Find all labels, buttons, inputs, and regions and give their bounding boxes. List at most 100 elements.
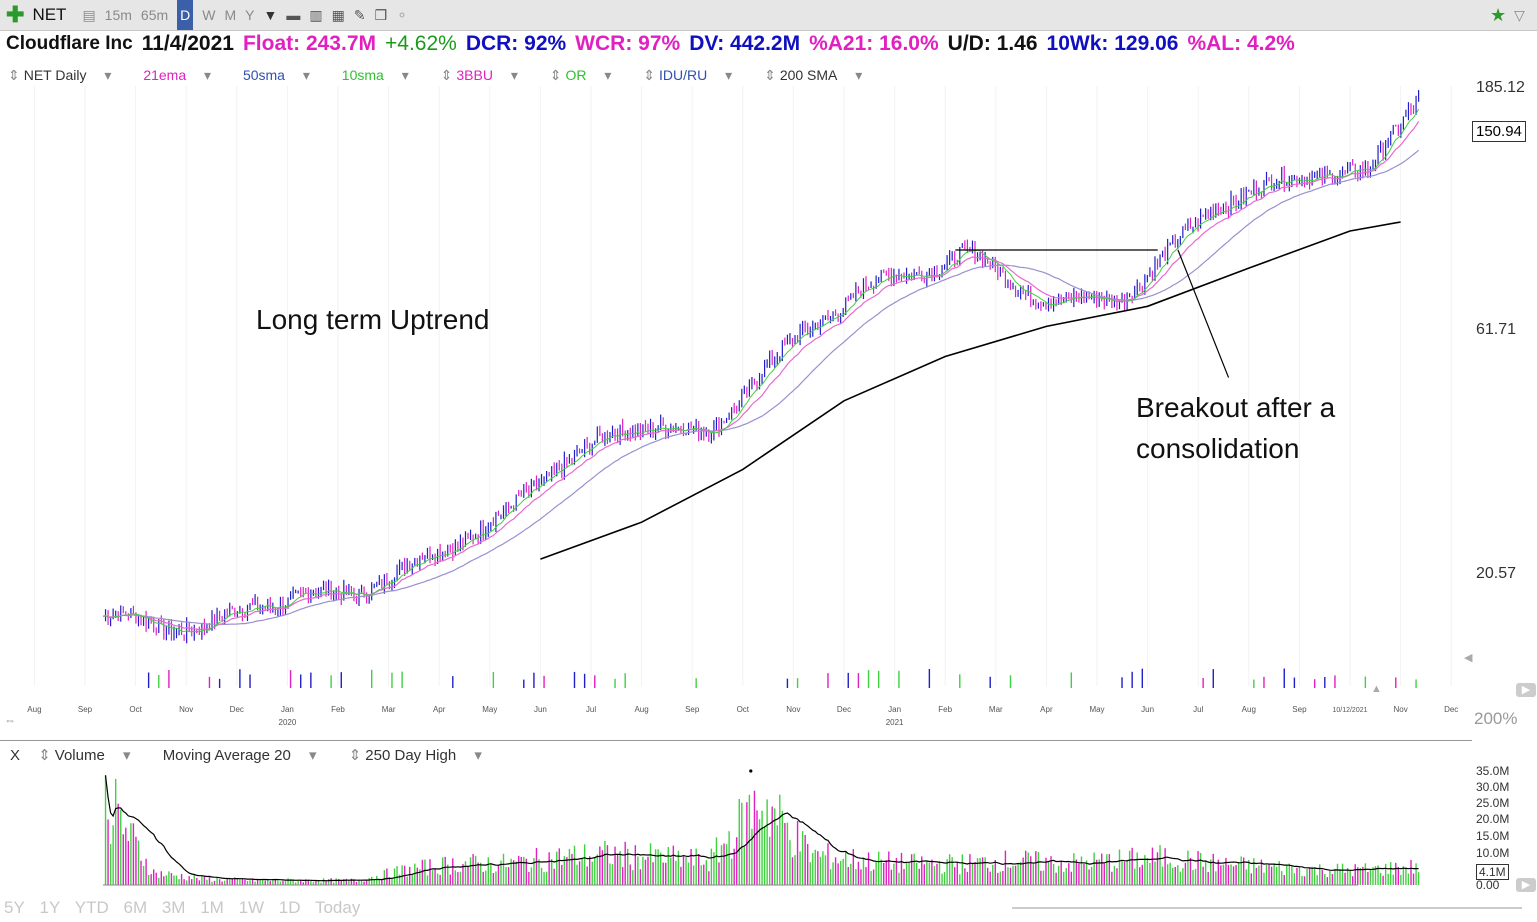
x-tick-label: Sep bbox=[78, 705, 93, 714]
notes-icon[interactable]: ❒ bbox=[374, 7, 388, 23]
interval-daily[interactable]: D bbox=[177, 0, 194, 30]
x-tick-label: Aug bbox=[634, 705, 648, 714]
dropdown-icon[interactable]: ▼ bbox=[263, 7, 278, 23]
x-tick-label: Jan bbox=[888, 705, 901, 714]
volume-chart[interactable] bbox=[0, 745, 1472, 895]
company-name: Cloudflare Inc bbox=[6, 33, 133, 54]
vol-tick-35: 35.0M bbox=[1476, 764, 1510, 778]
range-1m[interactable]: 1M bbox=[200, 898, 224, 917]
x-tick-label: Feb bbox=[331, 705, 345, 714]
vol-last-box: 4.1M bbox=[1476, 864, 1509, 880]
volume-indicator[interactable]: ⇕ Volume ▾ bbox=[38, 747, 131, 764]
ma20-indicator[interactable]: Moving Average 20 ▾ bbox=[162, 747, 317, 764]
price-bars bbox=[104, 90, 1420, 644]
grid-icon[interactable]: ▦ bbox=[331, 7, 345, 23]
chart-type-icon[interactable]: ▬ bbox=[286, 7, 301, 23]
sma50-indicator[interactable]: 50sma ▾ bbox=[242, 67, 310, 83]
star-icon[interactable]: ★ bbox=[1490, 4, 1507, 25]
wcr-value: WCR: 97% bbox=[575, 32, 681, 55]
symbol-label[interactable]: NET bbox=[32, 5, 67, 24]
sma200-indicator[interactable]: ⇕ 200 SMA ▾ bbox=[764, 67, 863, 83]
price-tick-61: 61.71 bbox=[1476, 321, 1517, 338]
x-tick-label: May bbox=[482, 705, 497, 714]
link-icon[interactable]: ⚬ bbox=[396, 7, 408, 23]
ud-value: U/D: 1.46 bbox=[947, 32, 1038, 55]
range-1w[interactable]: 1W bbox=[238, 898, 265, 917]
scroll-up-icon[interactable]: ▲ bbox=[1371, 683, 1382, 695]
al-value: %AL: 4.2% bbox=[1187, 32, 1295, 55]
top-toolbar: ✚ NET ▤ 15m 65m D W M Y ▼ ▬ ▥ ▦ ✎ ❒ ⚬ ★ … bbox=[0, 0, 1537, 31]
price-chart[interactable]: Aug Sep Oct Nov Dec Jan Feb Mar Apr May Jun Jul Aug S… bbox=[0, 86, 1472, 736]
x-tick-label: Dec bbox=[837, 705, 851, 714]
volume-legend: X ⇕ Volume ▾ Moving Average 20 ▾ ⇕ 250 Day… bbox=[10, 746, 510, 764]
range-6m[interactable]: 6M bbox=[123, 898, 148, 917]
wk10-value: 10Wk: 129.06 bbox=[1046, 32, 1179, 55]
idu-indicator[interactable]: ⇕ IDU/RU ▾ bbox=[643, 67, 733, 83]
high250-indicator[interactable]: ⇕ 250 Day High ▾ bbox=[348, 747, 482, 764]
ema21-indicator[interactable]: 21ema ▾ bbox=[143, 67, 212, 83]
range-1y[interactable]: 1Y bbox=[39, 898, 61, 917]
pencil-icon[interactable]: ✎ bbox=[353, 7, 366, 23]
bar-icon[interactable]: ▥ bbox=[309, 7, 323, 23]
chart-name-indicator[interactable]: ⇕ NET Daily ▾ bbox=[8, 67, 112, 83]
indicator-legend: ⇕ NET Daily ▾ 21ema ▾ 50sma ▾ 10sma ▾ ⇕ 3B… bbox=[8, 67, 890, 84]
x-tick-label: 10/12/2021 bbox=[1332, 707, 1367, 714]
range-1d[interactable]: 1D bbox=[278, 898, 301, 917]
range-ytd[interactable]: YTD bbox=[74, 898, 109, 917]
x-tick-label: Nov bbox=[1393, 705, 1407, 714]
interval-weekly[interactable]: W bbox=[202, 7, 216, 23]
x-tick-label: Apr bbox=[1040, 705, 1053, 714]
a21-value: %A21: 16.0% bbox=[809, 32, 939, 55]
vol-right-arrow-icon[interactable]: ▶ bbox=[1516, 878, 1536, 892]
nav-arrows-icon[interactable]: ⇔ bbox=[4, 713, 16, 727]
x-tick-label: Aug bbox=[1242, 705, 1256, 714]
volume-250-day-high-marker bbox=[749, 769, 753, 773]
right-arrow-icon[interactable]: ▶ bbox=[1516, 683, 1536, 697]
bbu-indicator[interactable]: ⇕ 3BBU ▾ bbox=[440, 67, 518, 83]
last-price-box: 150.94 bbox=[1472, 121, 1526, 142]
interval-65m[interactable]: 65m bbox=[140, 7, 169, 23]
volume-bars bbox=[104, 775, 1420, 885]
interval-15m[interactable]: 15m bbox=[104, 7, 132, 23]
chart-settings-icon[interactable]: ▤ bbox=[82, 7, 96, 23]
x-tick-label: Apr bbox=[433, 705, 446, 714]
x-tick-label: Jul bbox=[586, 705, 596, 714]
sma10-indicator[interactable]: 10sma ▾ bbox=[341, 67, 409, 83]
breakout-pointer-line bbox=[1177, 249, 1230, 378]
vol-tick-15: 15.0M bbox=[1476, 829, 1510, 843]
range-3m[interactable]: 3M bbox=[161, 898, 186, 917]
close-panel-icon[interactable]: X bbox=[10, 747, 21, 764]
vol-tick-0: 0.00 bbox=[1476, 878, 1500, 892]
vol-tick-10: 10.0M bbox=[1476, 846, 1510, 860]
interval-yearly[interactable]: Y bbox=[245, 7, 255, 23]
ema21-line bbox=[102, 121, 1420, 631]
interval-monthly[interactable]: M bbox=[224, 7, 237, 23]
x-tick-label: Dec bbox=[230, 705, 244, 714]
range-5y[interactable]: 5Y bbox=[4, 898, 25, 917]
scroll-left-icon[interactable]: ◀ bbox=[1464, 652, 1473, 664]
change-value: +4.62% bbox=[385, 32, 457, 55]
year-label: 2020 bbox=[279, 718, 297, 727]
x-tick-label: Oct bbox=[737, 705, 750, 714]
vol-tick-30: 30.0M bbox=[1476, 780, 1510, 794]
x-tick-label: Oct bbox=[129, 705, 142, 714]
stock-info-bar: Cloudflare Inc 11/4/2021 Float: 243.7M +… bbox=[0, 31, 1537, 57]
range-bar: 5Y 1Y YTD 6M 3M 1M 1W 1D Today bbox=[0, 898, 370, 918]
quote-date: 11/4/2021 bbox=[141, 32, 234, 55]
zoom-level[interactable]: 200% bbox=[1474, 709, 1518, 728]
year-label: 2021 bbox=[886, 718, 904, 727]
filter-icon[interactable]: ▽ bbox=[1514, 6, 1525, 23]
or-indicator[interactable]: ⇕ OR ▾ bbox=[549, 67, 612, 83]
scrollbar-track[interactable] bbox=[1012, 907, 1522, 909]
x-tick-label: Sep bbox=[1292, 705, 1307, 714]
x-tick-label: Aug bbox=[27, 705, 41, 714]
x-tick-label: Feb bbox=[938, 705, 952, 714]
x-tick-label: Jun bbox=[534, 705, 547, 714]
add-symbol-icon[interactable]: ✚ bbox=[6, 2, 25, 27]
x-tick-label: Nov bbox=[786, 705, 800, 714]
sma10-line bbox=[102, 108, 1420, 633]
price-tick-185: 185.12 bbox=[1476, 79, 1525, 96]
range-today[interactable]: Today bbox=[314, 898, 361, 917]
x-tick-label: Jun bbox=[1141, 705, 1154, 714]
volume-ma20-line bbox=[104, 775, 1419, 882]
